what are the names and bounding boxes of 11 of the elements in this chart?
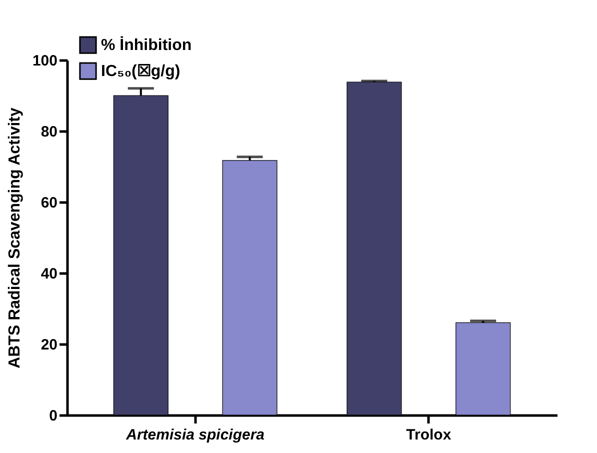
y-tick-label: 40 xyxy=(40,266,58,282)
y-tick-label: 100 xyxy=(32,52,58,70)
y-tick-label: 80 xyxy=(40,124,58,140)
legend-label: % İnhibition xyxy=(101,36,192,54)
y-tick-label: 60 xyxy=(40,194,58,212)
y-axis-title: ABTS Radical Scavenging Activity xyxy=(6,107,24,368)
x-tick-label: Artemisia spicigera xyxy=(125,426,265,444)
y-tick-label: 0 xyxy=(49,408,58,424)
y-tick-label: 20 xyxy=(40,336,58,354)
legend-label: IC₅₀(☒g/g) xyxy=(101,63,180,80)
x-tick-label: Trolox xyxy=(406,426,452,444)
